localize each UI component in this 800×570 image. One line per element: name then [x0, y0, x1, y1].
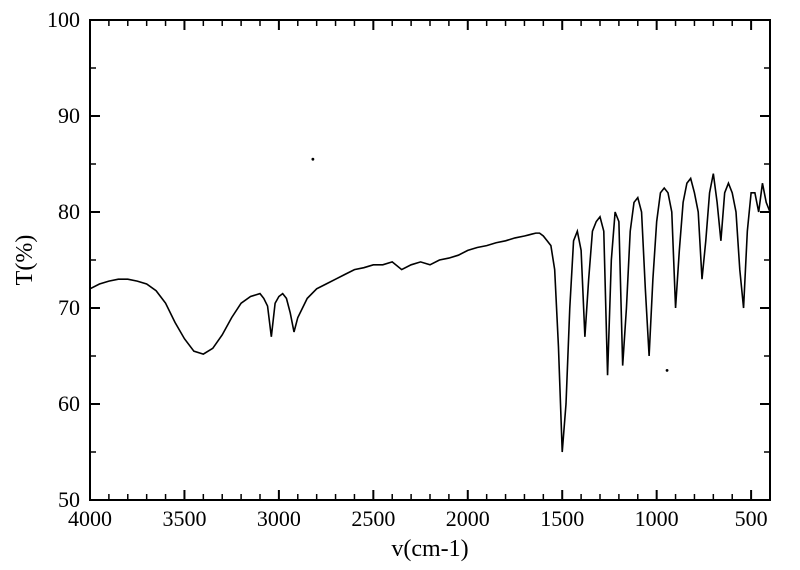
x-tick-label: 2500	[351, 506, 395, 531]
y-tick-label: 50	[58, 487, 80, 512]
spectrum-line	[90, 174, 770, 452]
plot-frame	[90, 20, 770, 500]
y-tick-label: 90	[58, 103, 80, 128]
artifact-dot	[666, 369, 669, 372]
x-tick-label: 3000	[257, 506, 301, 531]
artifact-dot	[311, 158, 314, 161]
x-tick-label: 500	[735, 506, 768, 531]
x-tick-label: 2000	[446, 506, 490, 531]
x-tick-label: 1000	[635, 506, 679, 531]
y-tick-label: 100	[47, 7, 80, 32]
y-tick-label: 60	[58, 391, 80, 416]
x-tick-label: 1500	[540, 506, 584, 531]
x-tick-label: 3500	[162, 506, 206, 531]
y-axis-label: T(%)	[12, 235, 38, 286]
y-tick-label: 80	[58, 199, 80, 224]
y-tick-label: 70	[58, 295, 80, 320]
ir-spectrum-chart: 4000350030002500200015001000500506070809…	[0, 0, 800, 570]
chart-svg: 4000350030002500200015001000500506070809…	[0, 0, 800, 570]
x-axis-label: v(cm-1)	[391, 536, 468, 562]
